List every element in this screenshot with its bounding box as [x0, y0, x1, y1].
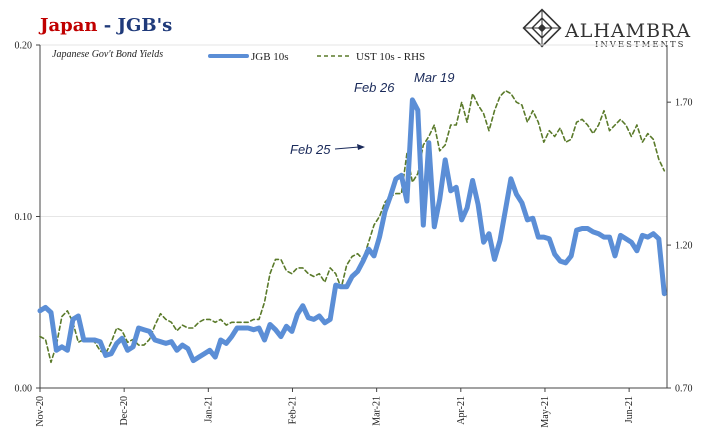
x-tick-label: Apr-21	[456, 396, 467, 425]
series-lines	[37, 89, 667, 364]
brand-name: ALHAMBRA	[564, 20, 691, 42]
y-right-tick-label: 0.70	[675, 384, 693, 395]
brand-logo: ALHAMBRA INVESTMENTS	[522, 8, 691, 50]
x-tick-label: Dec-20	[119, 396, 130, 425]
axes: 0.00 0.10 0.20 0.70 1.20 1.70 Nov-20 Dec-20 Jan-…	[15, 41, 693, 428]
annotation-feb25: Feb 25	[290, 142, 331, 157]
gridlines	[40, 44, 667, 217]
x-tick-label: Mar-21	[372, 396, 383, 426]
chart-subtitle: Japanese Gov't Bond Yields	[52, 49, 163, 60]
chart-title: Japan - JGB's	[38, 15, 172, 36]
legend-label-ust: UST 10s - RHS	[356, 51, 425, 63]
y-left-tick-label: 0.20	[15, 41, 33, 52]
annotation-mar19: Mar 19	[414, 70, 454, 85]
x-tick-label: Nov-20	[35, 396, 46, 427]
diamond-lattice-icon	[522, 8, 562, 48]
y-right-tick-label: 1.70	[675, 98, 693, 109]
x-tick-label: May-21	[540, 396, 551, 428]
y-right-tick-label: 1.20	[675, 241, 693, 252]
x-tick-label: Jan-21	[203, 396, 214, 423]
legend-label-jgb: JGB 10s	[251, 51, 289, 63]
y-left-tick-label: 0.00	[15, 384, 33, 395]
annotation-feb26: Feb 26	[354, 80, 395, 95]
series-line-jgb	[37, 97, 667, 364]
x-tick-label: Feb-21	[287, 396, 298, 424]
x-tick-label: Jun-21	[624, 396, 635, 423]
legend: JGB 10s UST 10s - RHS	[208, 51, 425, 63]
series-line-ust	[39, 89, 666, 364]
annotation-arrow	[334, 144, 365, 150]
y-left-tick-label: 0.10	[15, 212, 33, 223]
annotations: Feb 26 Mar 19 Feb 25	[290, 70, 454, 157]
